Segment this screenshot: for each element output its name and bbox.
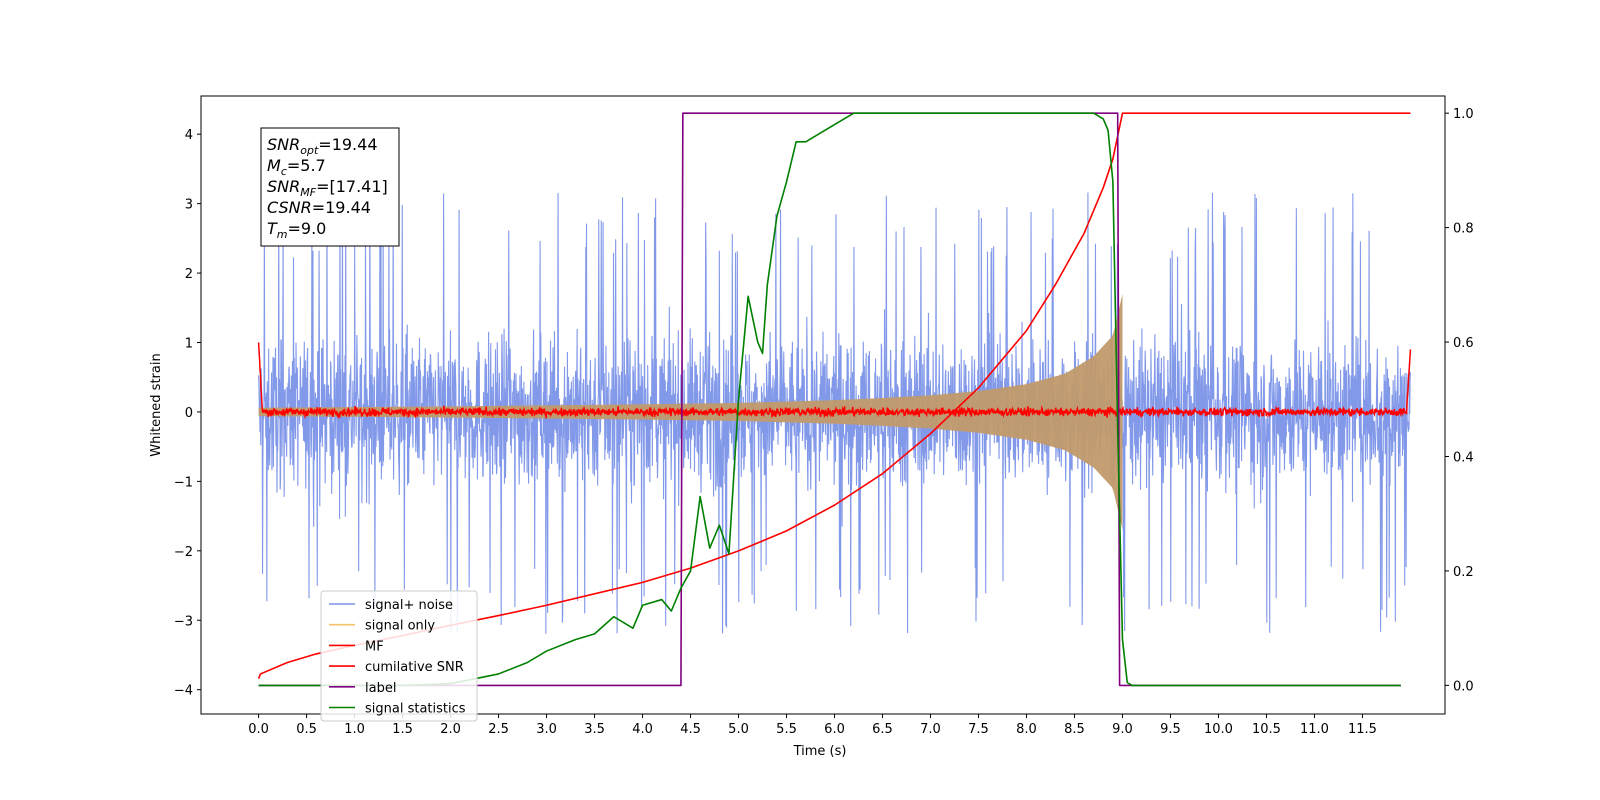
info-line-subscript: c: [281, 165, 287, 178]
x-tick-label: 11.0: [1300, 722, 1329, 737]
y2-tick-label: 1.0: [1453, 107, 1474, 122]
y-tick-label: 3: [185, 198, 193, 213]
x-tick-label: 10.0: [1204, 722, 1233, 737]
info-line-symbol: CSNR: [267, 198, 312, 217]
y-tick-label: 0: [185, 406, 193, 421]
info-line-value: =9.0: [288, 219, 327, 238]
legend-frame: [320, 590, 478, 722]
x-tick-label: 11.5: [1348, 722, 1377, 737]
info-line-symbol: SNR: [267, 135, 300, 154]
x-tick-label: 0.0: [248, 722, 269, 737]
x-tick-label: 10.5: [1252, 722, 1281, 737]
y-tick-label: 1: [185, 337, 193, 352]
info-line-subscript: m: [277, 228, 288, 241]
legend-label: signal+ noise: [365, 598, 453, 613]
y-tick-label: 2: [185, 267, 193, 282]
y-tick-label: 4: [185, 128, 193, 143]
plot-frame: [200, 95, 1446, 715]
info-line-value: =5.7: [287, 156, 326, 175]
x-tick-label: 4.5: [680, 722, 701, 737]
info-line: Mc=5.7: [267, 156, 326, 178]
legend: signal+ noise signal only MF cumilative SNR…: [320, 590, 478, 722]
y-axis-label: Whitened strain: [149, 353, 164, 456]
x-tick-label: 1.5: [392, 722, 413, 737]
series-signal-statistics-line: [258, 112, 1401, 687]
info-line-subscript: MF: [300, 186, 316, 199]
info-line: SNRopt=19.44: [267, 135, 378, 157]
y-tick-label: −3: [174, 614, 193, 629]
x-tick-label: 1.0: [344, 722, 365, 737]
x-tick-label: 5.5: [776, 722, 797, 737]
x-axis-label: Time (s): [793, 744, 847, 759]
y2-tick-label: 0.2: [1453, 565, 1474, 580]
x-tick-label: 4.0: [632, 722, 653, 737]
info-line-value: =19.44: [312, 198, 371, 217]
legend-label: signal only: [365, 619, 435, 634]
x-tick-label: 2.5: [488, 722, 509, 737]
info-line-value: =[17.41]: [316, 177, 388, 196]
x-tick-label: 7.0: [920, 722, 941, 737]
x-tick-label: 7.5: [968, 722, 989, 737]
info-annotation-box: SNRopt=19.44Mc=5.7SNRMF=[17.41]CSNR=19.4…: [260, 127, 400, 247]
legend-label: label: [365, 681, 396, 696]
info-line: Tm=9.0: [267, 219, 326, 241]
info-line: SNRMF=[17.41]: [267, 177, 388, 199]
info-box-frame: [260, 127, 400, 247]
x-tick-label: 3.5: [584, 722, 605, 737]
x-tick-label: 9.0: [1112, 722, 1133, 737]
x-tick-label: 8.0: [1016, 722, 1037, 737]
x-tick-label: 6.5: [872, 722, 893, 737]
info-line-symbol: M: [267, 156, 281, 175]
legend-label: MF: [365, 639, 384, 654]
info-line-subscript: opt: [300, 144, 319, 157]
x-tick-label: 3.0: [536, 722, 557, 737]
x-tick-label: 0.5: [296, 722, 317, 737]
x-tick-label: 5.0: [728, 722, 749, 737]
legend-label: signal statistics: [365, 702, 466, 717]
y-tick-label: −4: [174, 684, 193, 699]
axes: 0.0 0.5 1.0 1.5 2.0 2.5 3.0 3.5 4.0 4.5 5.0 5.5 6.0 6…: [174, 107, 1474, 737]
info-line-symbol: SNR: [267, 177, 300, 196]
legend-label: cumilative SNR: [365, 660, 464, 675]
x-tick-label: 6.0: [824, 722, 845, 737]
y-tick-label: −2: [174, 545, 193, 560]
x-tick-label: 8.5: [1064, 722, 1085, 737]
x-tick-label: 9.5: [1160, 722, 1181, 737]
series-mf-line: [257, 342, 1412, 420]
info-line-value: =19.44: [318, 135, 377, 154]
info-line: CSNR=19.44: [267, 198, 371, 217]
info-line-symbol: T: [267, 219, 278, 238]
y2-tick-label: 0.8: [1453, 222, 1474, 237]
y2-tick-label: 0.0: [1453, 679, 1474, 694]
y2-tick-label: 0.6: [1453, 336, 1474, 351]
x-tick-label: 2.0: [440, 722, 461, 737]
series-signal-noise-line: [258, 190, 1411, 634]
y2-tick-label: 0.4: [1453, 451, 1474, 466]
y-tick-label: −1: [174, 475, 193, 490]
